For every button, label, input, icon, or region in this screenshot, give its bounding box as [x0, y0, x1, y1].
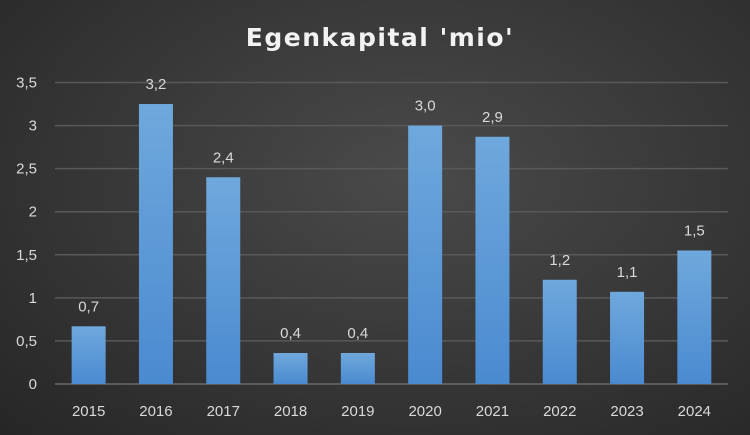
y-tick-label: 0,5: [16, 333, 37, 350]
x-tick-label: 2017: [207, 403, 240, 420]
bar-2022: [542, 279, 577, 384]
chart-title: Egenkapital 'mio': [246, 23, 514, 52]
x-tick-label: 2023: [610, 403, 643, 420]
bar-2023: [610, 291, 645, 384]
bar-2015: [71, 326, 106, 384]
x-tick-label: 2020: [408, 403, 441, 420]
y-tick-label: 1,5: [16, 247, 37, 264]
y-tick-label: 3,5: [16, 75, 37, 92]
y-tick-label: 2: [29, 204, 37, 221]
data-label: 1,5: [684, 222, 705, 239]
y-tick-label: 0: [29, 376, 37, 393]
x-tick-label: 2021: [476, 403, 509, 420]
bar-2024: [677, 250, 712, 384]
data-label: 1,2: [549, 252, 570, 269]
bar-2019: [340, 352, 375, 384]
y-tick-label: 2,5: [16, 161, 37, 178]
data-label: 3,2: [146, 76, 167, 93]
x-tick-label: 2015: [72, 403, 105, 420]
x-tick-label: 2018: [274, 403, 307, 420]
data-label: 0,4: [280, 325, 301, 342]
data-label: 1,1: [617, 264, 638, 281]
x-tick-label: 2024: [678, 403, 711, 420]
data-label: 2,4: [213, 149, 234, 166]
bar-2018: [273, 352, 308, 384]
y-tick-label: 3: [29, 118, 37, 135]
bar-2021: [475, 136, 510, 384]
data-label: 0,7: [78, 298, 99, 315]
data-label: 0,4: [347, 325, 368, 342]
bar-2017: [206, 177, 241, 384]
x-tick-label: 2022: [543, 403, 576, 420]
bar-2016: [138, 104, 173, 385]
bar-2020: [408, 125, 443, 385]
x-tick-label: 2019: [341, 403, 374, 420]
x-tick-label: 2016: [139, 403, 172, 420]
y-tick-label: 1: [29, 290, 37, 307]
data-label: 2,9: [482, 109, 503, 126]
data-label: 3,0: [415, 98, 436, 115]
